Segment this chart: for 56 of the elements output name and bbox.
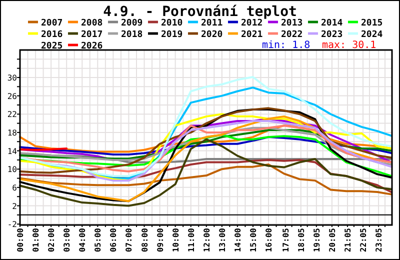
legend-label: 2016 <box>41 30 63 40</box>
chart-title: 4.9. - Porovnání teplot <box>103 4 297 20</box>
legend-label: 2022 <box>281 30 303 40</box>
x-tick-label: 11:00 <box>186 228 196 252</box>
text: 2025 <box>41 42 63 52</box>
x-tick-label: 07:00 <box>124 228 134 252</box>
x-tick-label: 03:00 <box>62 228 72 252</box>
x-tick-label: 21:05 <box>343 228 352 252</box>
legend-label: 2017 <box>81 30 103 40</box>
x-tick-label: 02:00 <box>47 228 56 252</box>
legend-label: 2021 <box>241 30 263 40</box>
x-tick-label: 23:05 <box>374 228 384 252</box>
y-tick-label: 6 <box>12 183 18 192</box>
annotation: max: 30.1 <box>322 40 376 51</box>
legend-label: 2014 <box>321 18 344 28</box>
x-tick-label: 17:05 <box>281 228 290 252</box>
x-tick-label: 15:00 <box>248 228 258 252</box>
legend-label: 2023 <box>321 30 343 40</box>
legend-label: 2010 <box>161 18 183 28</box>
x-tick-label: 19:05 <box>312 228 322 252</box>
legend-label: 2026 <box>81 42 103 52</box>
x-tick-label: 16:00 <box>264 228 274 252</box>
y-tick-label: 10 <box>7 165 18 174</box>
legend-label: 2011 <box>201 18 223 28</box>
x-tick-label: 06:00 <box>109 228 118 252</box>
legend-label: 2012 <box>241 18 263 28</box>
x-tick-label: 10:00 <box>171 228 180 252</box>
legend-label: 2008 <box>81 18 103 28</box>
legend-label: 2009 <box>121 18 143 28</box>
legend-label: 2018 <box>121 30 143 40</box>
x-tick-label: 13:00 <box>218 228 227 252</box>
x-tick-label: 01:00 <box>32 228 41 252</box>
x-tick-label: 14:00 <box>233 228 242 252</box>
x-tick-label: 09:00 <box>156 228 165 252</box>
x-tick-label: 20:05 <box>328 228 337 252</box>
x-tick-label: 04:00 <box>78 228 88 252</box>
x-tick-label: 12:00 <box>202 228 212 252</box>
y-tick-label: 30 <box>7 73 18 82</box>
x-tick-label: 00:00 <box>16 228 25 252</box>
legend-label: 2007 <box>41 18 63 28</box>
y-tick-label: -2 <box>7 220 18 230</box>
y-tick-label: 22 <box>7 110 18 120</box>
x-tick-label: 05:00 <box>94 228 103 252</box>
x-tick-label: 22:05 <box>359 228 368 252</box>
legend-label: 2013 <box>281 18 303 28</box>
y-tick-label: 14 <box>7 146 18 156</box>
y-tick-label: 2 <box>12 202 18 211</box>
x-tick-label: 08:00 <box>140 228 150 252</box>
annotation: min: 1.8 <box>262 40 310 51</box>
y-tick-label: 18 <box>7 128 18 138</box>
y-tick-label: 26 <box>7 92 18 101</box>
legend-label: 2019 <box>161 30 183 40</box>
legend-label: 2020 <box>201 30 223 40</box>
legend-label: 2015 <box>361 18 383 28</box>
x-tick-label: 18:05 <box>296 228 306 252</box>
legend-label: 2024 <box>361 30 384 40</box>
